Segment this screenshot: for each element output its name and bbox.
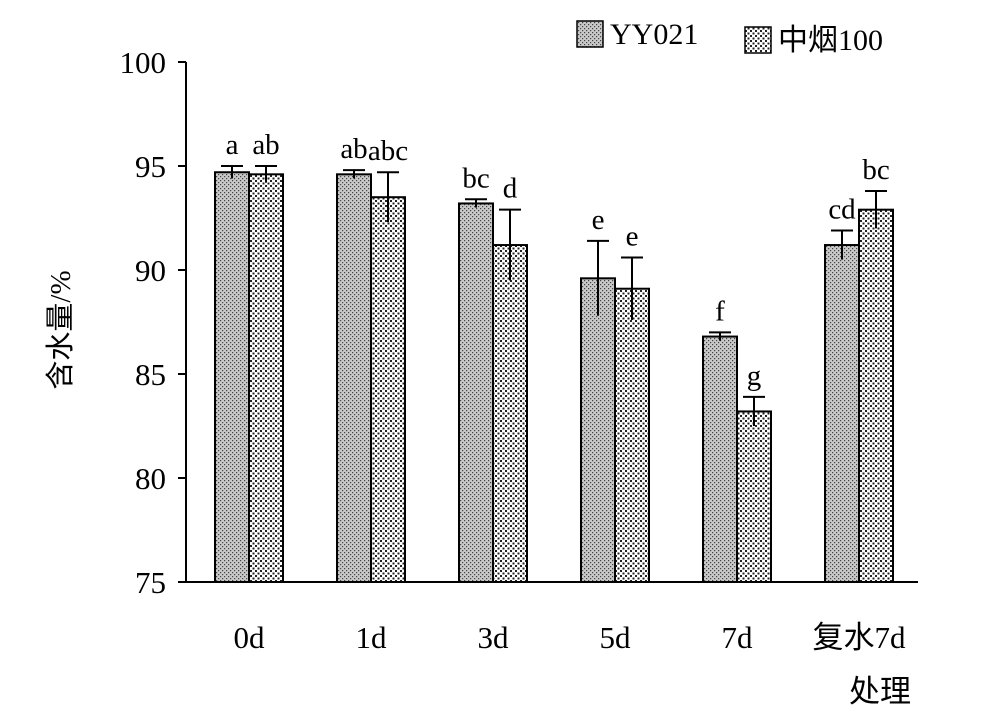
significance-label-series1-0: a bbox=[226, 129, 239, 161]
bar-series1-5 bbox=[824, 244, 860, 583]
significance-label-series2-5: bc bbox=[862, 154, 889, 186]
bar-series2-4 bbox=[736, 410, 772, 583]
significance-label-series2-4: g bbox=[747, 360, 762, 392]
y-axis-title: 含水量/% bbox=[44, 270, 77, 389]
bars-group bbox=[214, 171, 894, 584]
x-tick-label-1: 1d bbox=[356, 620, 388, 655]
significance-label-series1-1: ab bbox=[340, 133, 367, 165]
y-tick-label-4: 95 bbox=[135, 149, 166, 184]
bar-series1-2 bbox=[458, 202, 494, 583]
significance-label-series1-2: bc bbox=[462, 162, 489, 194]
x-axis-title: 处理 bbox=[849, 674, 911, 709]
legend: YY021 中烟100 bbox=[576, 18, 883, 57]
bar-series2-5 bbox=[858, 208, 894, 583]
significance-label-series1-3: e bbox=[592, 204, 605, 236]
y-ticks-group: 75 80 85 90 95 100 bbox=[120, 45, 186, 600]
significance-label-series2-0: ab bbox=[252, 129, 279, 161]
significance-label-series2-1: abc bbox=[368, 135, 408, 167]
bar-series2-0 bbox=[248, 173, 284, 583]
bar-series2-3 bbox=[614, 287, 650, 583]
y-tick-label-3: 90 bbox=[135, 253, 166, 288]
axes-group bbox=[185, 62, 918, 583]
legend-swatch-yy021 bbox=[576, 20, 604, 48]
bar-series1-3 bbox=[580, 277, 616, 583]
significance-label-series2-2: d bbox=[503, 173, 518, 205]
legend-label-yy021: YY021 bbox=[610, 18, 698, 51]
bar-series1-0 bbox=[214, 171, 250, 584]
significance-label-series2-3: e bbox=[626, 221, 639, 253]
bar-series1-1 bbox=[336, 173, 372, 583]
bar-series2-2 bbox=[492, 244, 528, 583]
legend-label-zhongyan100: 中烟100 bbox=[778, 24, 883, 57]
y-tick-label-2: 85 bbox=[135, 357, 166, 392]
x-tick-label-3: 5d bbox=[600, 620, 632, 655]
x-tick-label-5: 复水7d bbox=[813, 620, 906, 655]
bar-series1-4 bbox=[702, 335, 738, 583]
bar-series2-1 bbox=[370, 196, 406, 583]
x-tick-label-4: 7d bbox=[722, 620, 754, 655]
significance-label-series1-5: cd bbox=[828, 193, 856, 225]
legend-swatch-zhongyan100 bbox=[744, 26, 772, 54]
y-tick-label-0: 75 bbox=[135, 565, 166, 600]
y-tick-label-5: 100 bbox=[120, 45, 167, 80]
x-tick-label-2: 3d bbox=[478, 620, 510, 655]
error-bars-group bbox=[221, 165, 887, 426]
x-tick-label-0: 0d bbox=[234, 620, 266, 655]
significance-label-series1-4: f bbox=[715, 295, 725, 327]
x-labels-group: 0d 1d 3d 5d 7d 复水7d bbox=[234, 620, 906, 655]
y-tick-label-1: 80 bbox=[135, 461, 166, 496]
